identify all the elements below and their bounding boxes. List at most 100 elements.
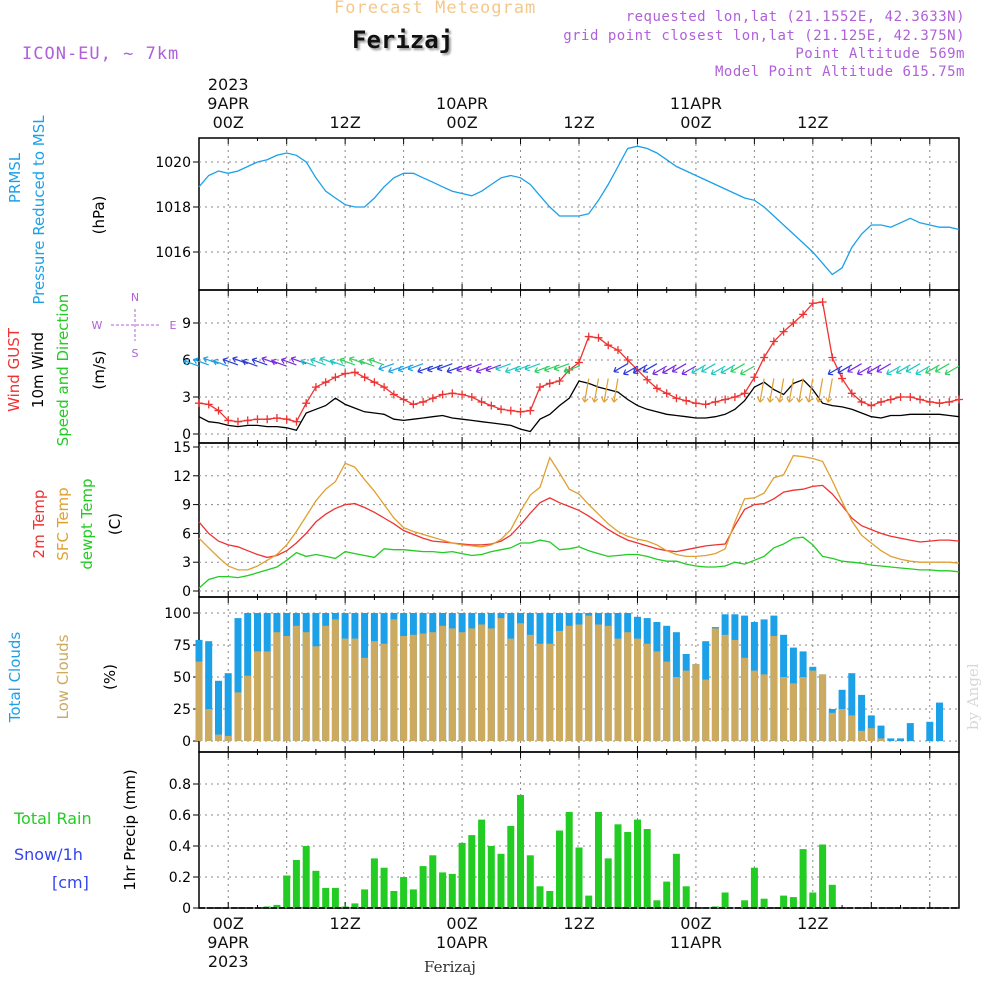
clouds-bar-low-clouds xyxy=(244,675,252,741)
pressure-ytick-label: 1020 xyxy=(155,155,191,171)
wind-ylabel: (m/s) xyxy=(90,350,108,389)
precip-bar-total-rain xyxy=(604,858,612,908)
wind-arrow xyxy=(222,358,239,366)
wind-arrowhead xyxy=(241,358,248,366)
wind-arrow xyxy=(662,364,677,374)
wind-ylabel: Speed and Direction xyxy=(54,294,72,447)
wind-arrow xyxy=(524,363,541,370)
wind-arrowhead xyxy=(632,368,639,375)
wind-arrow xyxy=(759,378,765,403)
precip-bar-total-rain xyxy=(663,881,671,908)
precip-bar-total-rain xyxy=(614,824,622,908)
clouds-bar-low-clouds xyxy=(828,712,836,741)
clouds-bar-total-clouds xyxy=(858,694,866,741)
wind-arrowhead xyxy=(456,365,462,373)
clouds-bar-low-clouds xyxy=(634,638,641,741)
clouds-bar-total-clouds xyxy=(215,680,222,741)
precip-bar-total-rain xyxy=(721,892,729,908)
wind-arrow xyxy=(778,378,785,403)
top-time-label: 2023 xyxy=(208,75,249,94)
wind-arrowhead xyxy=(543,365,550,373)
clouds-bar-low-clouds xyxy=(741,657,749,741)
precip-bar-total-rain xyxy=(283,875,291,908)
wind-arrow xyxy=(368,358,385,366)
bottom-time-label: 2023 xyxy=(208,952,249,971)
precip-bar-total-rain xyxy=(361,889,369,908)
gust-marker xyxy=(487,401,496,410)
precip-bar-total-rain xyxy=(819,844,827,908)
requested-coords: requested lon,lat (21.1552E, 42.3633N) xyxy=(625,9,965,25)
pressure-ylabel: PRMSL xyxy=(6,152,24,203)
wind-arrowhead xyxy=(222,357,228,364)
precip-bar-total-rain xyxy=(546,891,554,908)
precip-bar-total-rain xyxy=(634,819,641,908)
gust-marker xyxy=(643,375,652,384)
clouds-bar-low-clouds xyxy=(780,677,788,741)
clouds-bar-low-clouds xyxy=(663,661,671,741)
wind-arrowhead xyxy=(757,397,765,403)
wind-arrowhead xyxy=(691,368,697,375)
precip-bar-total-rain xyxy=(380,867,388,908)
wind-arrowhead xyxy=(388,367,394,374)
gust-marker xyxy=(769,337,778,346)
wind-arrowhead xyxy=(739,369,746,376)
wind-arrow xyxy=(203,357,219,365)
clouds-bar-low-clouds xyxy=(448,628,456,741)
clouds-bar-low-clouds xyxy=(254,651,261,741)
precip-ytick-label: 0 xyxy=(182,901,191,917)
wind-arrowhead xyxy=(925,368,931,375)
temperature-ytick-label: 3 xyxy=(182,555,191,571)
wind-arrowhead xyxy=(290,356,297,363)
wind-arrowhead xyxy=(563,367,569,374)
clouds-bar-total-clouds xyxy=(234,618,242,741)
pressure-ytick-label: 1018 xyxy=(155,200,191,216)
precip-ylabel: 1hr Precip (mm) xyxy=(121,769,139,890)
wind-arrowhead xyxy=(475,367,482,374)
wind-arrow xyxy=(623,365,638,375)
gust-marker xyxy=(740,389,749,398)
wind-arrowhead xyxy=(776,397,784,403)
clouds-bar-total-clouds xyxy=(897,738,904,741)
gust-marker xyxy=(594,333,603,342)
gust-marker xyxy=(477,397,486,406)
clouds-bar-low-clouds xyxy=(556,630,563,741)
clouds-ytick-label: 0 xyxy=(182,734,191,750)
wind-arrowhead xyxy=(329,358,336,366)
clouds-bar-low-clouds xyxy=(234,692,242,741)
clouds-bar-low-clouds xyxy=(224,735,232,741)
legend-snow: Snow/1h xyxy=(14,845,83,864)
wind-arrow xyxy=(896,364,911,374)
precip-bar-total-rain xyxy=(517,794,524,908)
precip-ytick-label: 0.6 xyxy=(169,808,191,824)
wind-arrow xyxy=(798,378,804,403)
temperature-series-dewpt-temp xyxy=(198,536,960,589)
precip-bar-total-rain xyxy=(780,895,788,908)
precip-bar-total-rain xyxy=(799,849,807,908)
wind-arrow xyxy=(915,365,931,375)
wind-arrowhead xyxy=(407,364,414,372)
wind-arrow xyxy=(652,365,667,375)
wind-arrow xyxy=(788,378,794,403)
wind-arrow xyxy=(740,365,755,375)
wind-arrowhead xyxy=(652,369,658,376)
pressure-ylabel: Pressure Reduced to MSL xyxy=(30,115,48,305)
wind-arrowhead xyxy=(261,356,267,363)
wind-panel: 0 3 6 9 Wind GUST 10m Wind Speed and Direction… xyxy=(5,289,963,447)
gust-marker xyxy=(214,406,223,415)
wind-arrowhead xyxy=(446,367,453,374)
clouds-bar-low-clouds xyxy=(322,625,330,741)
clouds-bar-low-clouds xyxy=(487,628,495,741)
wind-ylabel: 10m Wind xyxy=(29,332,47,408)
location-title: Ferizaj xyxy=(352,26,454,54)
clouds-bar-low-clouds xyxy=(390,619,398,741)
gust-marker xyxy=(789,319,798,327)
precip-bar-total-rain xyxy=(302,846,310,908)
wind-arrow xyxy=(905,363,921,373)
wind-arrowhead xyxy=(944,369,951,376)
bottom-time-label: 12Z xyxy=(797,914,828,933)
wind-arrowhead xyxy=(613,366,619,373)
gust-marker xyxy=(438,390,447,399)
wind-arrowhead xyxy=(397,365,404,373)
precip-bar-total-rain xyxy=(487,846,495,908)
